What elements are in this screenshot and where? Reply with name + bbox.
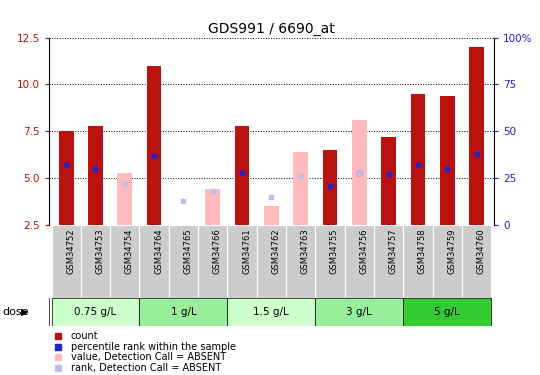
Bar — [286, 225, 315, 298]
Bar — [469, 47, 484, 225]
Bar — [410, 94, 425, 225]
Bar — [440, 96, 455, 225]
Bar — [403, 298, 491, 326]
Bar — [227, 225, 256, 298]
Text: GSM34763: GSM34763 — [301, 229, 309, 274]
Text: GSM34752: GSM34752 — [66, 229, 75, 274]
Bar — [88, 126, 103, 225]
Bar — [381, 137, 396, 225]
Bar — [198, 225, 227, 298]
Text: GSM34755: GSM34755 — [330, 229, 339, 274]
Text: GSM34753: GSM34753 — [96, 229, 105, 274]
Text: dose: dose — [3, 307, 29, 317]
Bar — [110, 225, 139, 298]
Bar — [235, 126, 249, 225]
Text: GSM34757: GSM34757 — [389, 229, 397, 274]
Bar — [59, 131, 73, 225]
Bar — [315, 225, 345, 298]
Text: 0.75 g/L: 0.75 g/L — [75, 307, 117, 317]
Bar — [169, 225, 198, 298]
Text: rank, Detection Call = ABSENT: rank, Detection Call = ABSENT — [71, 363, 221, 373]
Bar — [51, 225, 81, 298]
Bar — [139, 298, 227, 326]
Bar — [147, 66, 161, 225]
Text: GSM34764: GSM34764 — [154, 229, 163, 274]
Bar — [293, 152, 308, 225]
Bar — [139, 225, 169, 298]
Text: GSM34754: GSM34754 — [125, 229, 134, 274]
Text: 1.5 g/L: 1.5 g/L — [253, 307, 289, 317]
Title: GDS991 / 6690_at: GDS991 / 6690_at — [208, 22, 335, 36]
Bar — [322, 150, 338, 225]
Bar — [374, 225, 403, 298]
Text: GSM34756: GSM34756 — [359, 229, 368, 274]
Text: 3 g/L: 3 g/L — [346, 307, 372, 317]
Text: value, Detection Call = ABSENT: value, Detection Call = ABSENT — [71, 352, 226, 363]
Bar — [352, 120, 367, 225]
Bar — [227, 298, 315, 326]
Bar — [433, 225, 462, 298]
Text: GSM34758: GSM34758 — [418, 229, 427, 274]
Text: 5 g/L: 5 g/L — [434, 307, 460, 317]
Text: 1 g/L: 1 g/L — [171, 307, 197, 317]
Text: GSM34762: GSM34762 — [272, 229, 280, 274]
Bar — [205, 189, 220, 225]
Text: percentile rank within the sample: percentile rank within the sample — [71, 342, 236, 352]
Bar — [345, 225, 374, 298]
Bar — [176, 225, 191, 231]
Bar — [256, 225, 286, 298]
Text: GSM34766: GSM34766 — [213, 229, 222, 274]
Bar — [462, 225, 491, 298]
Text: count: count — [71, 331, 98, 341]
Text: GSM34760: GSM34760 — [476, 229, 485, 274]
Bar — [81, 225, 110, 298]
Text: GSM34759: GSM34759 — [447, 229, 456, 274]
Text: GSM34761: GSM34761 — [242, 229, 251, 274]
Text: ▶: ▶ — [21, 307, 28, 317]
Text: GSM34765: GSM34765 — [184, 229, 192, 274]
Bar — [403, 225, 433, 298]
Bar — [315, 298, 403, 326]
Bar — [118, 172, 132, 225]
Bar — [51, 298, 139, 326]
Bar — [264, 206, 279, 225]
